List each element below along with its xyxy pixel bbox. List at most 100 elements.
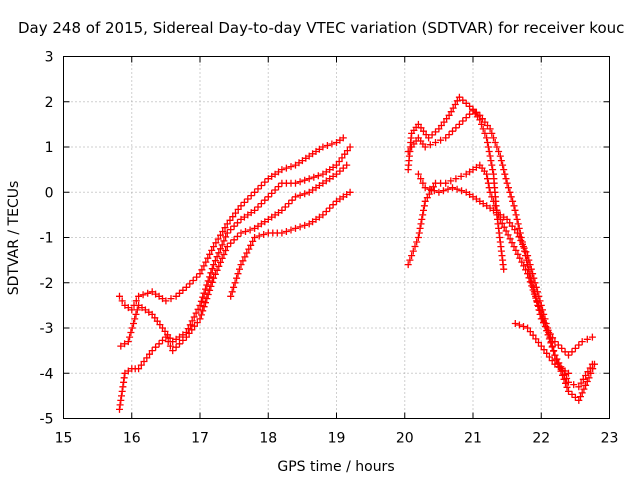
data-point [189,277,197,284]
data-point [491,202,499,210]
data-point [563,383,571,391]
data-point [418,215,426,223]
data-point [550,347,558,355]
data-point [198,266,206,274]
data-point [531,279,539,287]
data-point [333,170,340,178]
data-point [414,234,422,241]
data-point [511,206,519,214]
data-point [510,243,518,251]
data-point [500,223,508,231]
data-point [199,293,207,301]
data-point [449,184,456,192]
data-point [481,129,489,137]
data-point [552,355,560,363]
data-point [246,226,254,234]
data-point [188,326,196,334]
data-point [491,139,499,146]
data-point [146,350,153,358]
data-point [452,175,460,183]
data-point [191,322,198,330]
data-point [179,336,187,344]
data-point [489,166,497,174]
data-point [568,348,576,356]
data-point [488,161,496,169]
data-point [490,134,497,142]
data-point [515,233,523,241]
data-point [506,235,514,243]
data-point [426,185,434,193]
data-point [571,344,579,352]
data-point [515,321,523,329]
data-point [591,360,598,368]
data-point [172,292,180,300]
data-point [577,393,584,401]
data-point [409,247,417,255]
data-point [128,324,136,332]
data-point [497,157,505,165]
data-point [152,343,160,351]
data-point [507,193,515,201]
data-point [251,206,259,214]
data-point [541,315,549,323]
data-point [282,228,290,235]
data-point [232,209,239,217]
data-point [544,324,551,332]
data-point [162,297,170,305]
data-point [551,351,559,359]
data-point [127,329,135,336]
x-tick-label: 16 [123,431,141,447]
data-point [522,248,530,256]
data-point [230,283,238,291]
data-point [517,237,525,244]
data-point [185,329,193,337]
data-point [472,108,480,116]
data-point [210,274,218,282]
data-point [245,245,253,253]
data-point [196,315,204,323]
data-point [281,203,289,211]
data-point [476,116,484,124]
grid-lines [63,56,610,419]
data-point [540,346,548,354]
data-point [275,183,282,191]
data-point [305,175,313,183]
data-point [457,172,465,180]
data-point [333,161,340,169]
data-point [565,369,572,377]
data-point [179,286,187,294]
data-point [234,219,241,227]
data-point [241,253,249,261]
data-point [444,185,452,193]
data-point [503,179,511,187]
data-point [133,306,141,314]
data-point [202,285,209,293]
data-point [292,179,299,187]
data-point [200,289,208,297]
data-point [514,220,522,228]
data-point [578,389,586,397]
data-point [540,310,548,318]
data-point [190,313,198,321]
data-point [124,338,132,346]
data-point [328,140,336,148]
data-point [319,211,327,219]
data-point [486,125,494,133]
data-point [323,142,331,149]
data-point [132,297,140,305]
data-point [268,189,276,197]
data-point [204,277,212,285]
data-point [520,244,528,252]
data-point [486,188,494,196]
data-point [243,249,251,257]
series-track-h [414,170,598,404]
chart-title: Day 248 of 2015, Sidereal Day-to-day VTE… [18,19,624,37]
data-point [575,383,583,391]
data-point [534,288,541,296]
data-point [222,247,230,254]
data-point [545,329,553,336]
data-point [587,369,595,377]
y-axis-label: SDTVAR / TECUs [6,181,22,296]
data-point [212,239,220,247]
data-point [236,265,243,273]
